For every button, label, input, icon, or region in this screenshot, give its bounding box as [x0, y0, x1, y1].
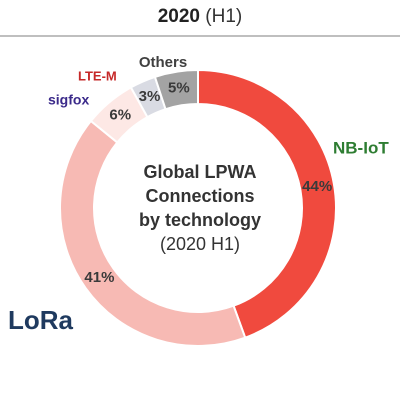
center-label: by technology: [139, 210, 261, 230]
title-period: (H1): [205, 6, 242, 27]
category-label: LTE-M: [78, 68, 117, 83]
value-label: 5%: [168, 79, 190, 96]
category-label: Others: [139, 54, 187, 71]
category-label: LoRa: [8, 305, 74, 335]
center-label: Connections: [145, 186, 254, 206]
donut-segment: [197, 68, 337, 339]
category-label: sigfox: [48, 92, 89, 108]
donut-segment: [153, 68, 199, 111]
value-label: 41%: [84, 269, 114, 286]
donut-segment: [59, 119, 247, 347]
value-label: 44%: [302, 178, 332, 195]
value-label: 6%: [109, 106, 131, 123]
center-label: (2020 H1): [160, 234, 240, 254]
title-year: 2020: [158, 6, 200, 27]
center-label: Global LPWA: [143, 162, 256, 182]
chart-title: 2020 (H1): [158, 6, 243, 27]
category-label: NB-IoT: [333, 138, 389, 157]
value-label: 3%: [139, 88, 161, 105]
